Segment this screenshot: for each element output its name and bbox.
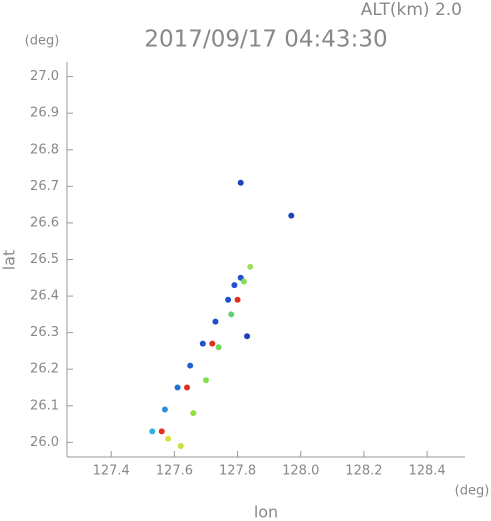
echo-point [288, 212, 295, 219]
chart-subtitle: ALT(km) 2.0 [361, 0, 462, 20]
echo-point [212, 318, 219, 325]
echo-point [231, 282, 238, 289]
echo-point [240, 278, 247, 285]
echo-point [228, 311, 235, 318]
chart-title: 2017/09/17 04:43:30 [144, 27, 387, 53]
echo-point [187, 362, 194, 369]
y-tick-label: 26.3 [30, 325, 59, 340]
y-tick-label: 26.8 [30, 142, 59, 157]
echo-point [161, 406, 168, 413]
x-tick-label: 127.4 [93, 464, 130, 479]
y-unit: (deg) [25, 34, 60, 49]
echo-point [184, 384, 191, 391]
y-tick-label: 26.5 [30, 252, 59, 267]
y-tick-label: 26.1 [30, 398, 59, 413]
echo-point [158, 428, 165, 435]
echo-point [190, 410, 197, 417]
echo-point [237, 179, 244, 186]
x-tick-label: 128.2 [345, 464, 382, 479]
x-tick-label: 128.4 [408, 464, 445, 479]
y-tick-label: 26.6 [30, 215, 59, 230]
echo-point [215, 344, 222, 351]
echo-point [244, 333, 251, 340]
y-tick-label: 26.9 [30, 106, 59, 121]
echo-point [234, 296, 241, 303]
x-tick-label: 127.8 [219, 464, 256, 479]
y-tick-label: 26.4 [30, 289, 59, 304]
y-tick-label: 26.0 [30, 435, 59, 450]
echo-point [209, 340, 216, 347]
echo-point [177, 443, 184, 450]
x-unit: (deg) [455, 484, 490, 499]
x-axis-label: lon [254, 503, 278, 521]
echo-point [247, 263, 254, 270]
echo-point [165, 435, 172, 442]
echo-point [174, 384, 181, 391]
echo-point [225, 296, 232, 303]
y-tick-label: 26.7 [30, 179, 59, 194]
x-tick-label: 128.0 [282, 464, 319, 479]
x-tick-label: 127.6 [156, 464, 193, 479]
echo-point [202, 377, 209, 384]
y-axis-label: lat [0, 250, 19, 271]
echo-point [149, 428, 156, 435]
echo-point [199, 340, 206, 347]
y-tick-label: 26.2 [30, 362, 59, 377]
y-tick-label: 27.0 [30, 69, 59, 84]
